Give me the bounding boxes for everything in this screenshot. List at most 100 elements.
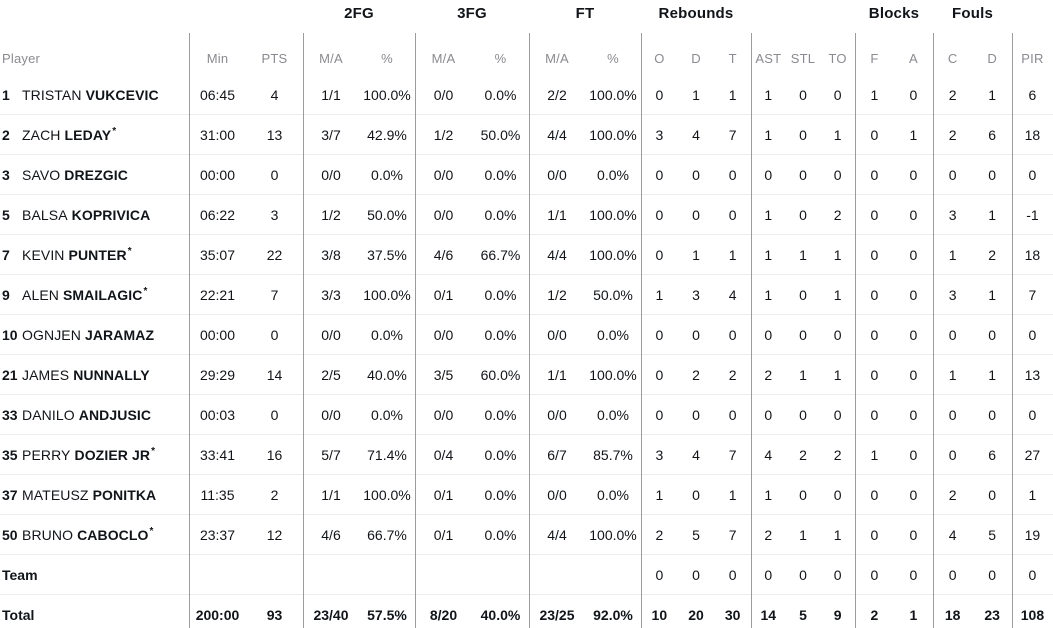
- stat-ast: 0: [764, 406, 773, 423]
- starter-mark: *: [112, 126, 117, 137]
- stat-pir: 6: [1028, 86, 1037, 103]
- col-header-min: Min: [206, 50, 229, 66]
- stat-blk-f: 1: [870, 446, 879, 463]
- player-name-cell[interactable]: 2 ZACH LEDAY*: [0, 127, 189, 143]
- stat-ft-pct: 0.0%: [597, 486, 629, 503]
- stat-pts: 22: [266, 246, 283, 263]
- stat-2fg-ma: 23/40: [313, 606, 349, 623]
- stat-foul-c: 3: [948, 206, 957, 223]
- column-divider: [855, 33, 856, 628]
- stat-3fg-pct: 0.0%: [484, 446, 517, 463]
- stat-foul-c: 2: [948, 86, 957, 103]
- stat-3fg-ma: 0/1: [433, 486, 454, 503]
- stat-pts: 0: [270, 406, 279, 423]
- stat-reb-d: 4: [692, 126, 700, 143]
- stat-min: 22:21: [199, 286, 236, 303]
- stat-blk-f: 0: [870, 246, 879, 263]
- stat-2fg-ma: 1/2: [321, 206, 341, 223]
- player-row: 9 ALEN SMAILAGIC* 22:21 7 3/3 100.0% 0/1 0.0% 1/2…: [0, 275, 1053, 315]
- jersey-number: 5: [2, 206, 10, 223]
- jersey-number: 2: [2, 126, 10, 143]
- stat-pts: 2: [270, 486, 279, 503]
- stat-pir: 13: [1024, 366, 1041, 383]
- stat-reb-t: 1: [728, 86, 737, 103]
- stat-ast: 0: [764, 326, 773, 343]
- stat-reb-o: 3: [655, 446, 664, 463]
- group-header-fouls: Fouls: [952, 5, 993, 22]
- jersey-number: 10: [2, 326, 18, 343]
- stat-to: 0: [833, 566, 842, 583]
- stat-ast: 1: [764, 206, 773, 223]
- stat-min: 200:00: [195, 606, 240, 623]
- player-name-cell[interactable]: 35 PERRY DOZIER JR*: [0, 447, 189, 463]
- stat-ast: 2: [764, 526, 773, 543]
- stat-ft-ma: 1/2: [547, 286, 567, 303]
- stat-min: 00:03: [199, 406, 236, 423]
- stat-ast: 4: [764, 446, 773, 463]
- player-name-cell[interactable]: 5 BALSA KOPRIVICA: [0, 207, 189, 223]
- player-last-name: PONITKA: [92, 486, 157, 503]
- stat-3fg-ma: 0/0: [433, 326, 454, 343]
- column-divider: [303, 33, 304, 628]
- player-last-name: PUNTER: [68, 246, 127, 263]
- player-name-cell[interactable]: 10 OGNJEN JARAMAZ: [0, 327, 189, 343]
- stat-blk-f: 0: [870, 286, 879, 303]
- stat-pts: 93: [266, 606, 283, 623]
- player-last-name: VUKCEVIC: [85, 86, 159, 103]
- stat-3fg-ma: 0/0: [433, 166, 454, 183]
- stat-min: 00:00: [199, 166, 236, 183]
- stat-2fg-pct: 100.0%: [363, 286, 411, 303]
- column-divider: [933, 33, 934, 628]
- stat-reb-o: 0: [655, 206, 664, 223]
- stat-reb-d: 0: [692, 326, 700, 343]
- player-name-cell[interactable]: 50 BRUNO CABOCLO*: [0, 527, 189, 543]
- stat-reb-t: 0: [728, 326, 737, 343]
- starter-mark: *: [127, 246, 132, 257]
- stat-foul-d: 6: [988, 126, 997, 143]
- player-last-name: DREZGIC: [64, 166, 128, 183]
- stat-3fg-pct: 40.0%: [480, 606, 521, 623]
- player-name-cell[interactable]: 1 TRISTAN VUKCEVIC: [0, 87, 189, 103]
- stat-reb-o: 0: [655, 366, 664, 383]
- stat-2fg-ma: 1/1: [321, 86, 341, 103]
- column-header-row: Player Min PTS M/A% M/A% M/A% O D T AST STL TO F A C D P…: [0, 41, 1053, 75]
- stat-min: 35:07: [199, 246, 236, 263]
- player-last-name: KOPRIVICA: [71, 206, 151, 223]
- stat-2fg-pct: 71.4%: [367, 446, 407, 463]
- player-row: 21 JAMES NUNNALLY 29:29 14 2/5 40.0% 3/5 60.0% 1/…: [0, 355, 1053, 395]
- stat-reb-t: 7: [728, 446, 737, 463]
- player-row: 37 MATEUSZ PONITKA 11:35 2 1/1 100.0% 0/1 0.0% 0/…: [0, 475, 1053, 515]
- player-first-name: JAMES: [22, 366, 70, 383]
- stat-3fg-ma: 8/20: [429, 606, 458, 623]
- stat-to: 2: [833, 206, 842, 223]
- stat-3fg-ma: 0/4: [433, 446, 454, 463]
- stat-foul-d: 0: [988, 326, 997, 343]
- stat-min: 06:22: [199, 206, 236, 223]
- stat-ast: 2: [764, 366, 773, 383]
- stat-to: 9: [833, 606, 842, 623]
- player-row: 1 TRISTAN VUKCEVIC 06:45 4 1/1 100.0% 0/0 0.0% 2/…: [0, 75, 1053, 115]
- col-header-stl: STL: [790, 50, 816, 66]
- player-name-cell[interactable]: 21 JAMES NUNNALLY: [0, 367, 189, 383]
- stat-blk-f: 0: [870, 366, 879, 383]
- stat-reb-t: 4: [728, 286, 737, 303]
- stat-reb-d: 1: [692, 86, 700, 103]
- stat-pir: 27: [1024, 446, 1041, 463]
- stat-ft-ma: 4/4: [547, 126, 567, 143]
- stat-reb-t: 7: [728, 526, 737, 543]
- player-name-cell[interactable]: 9 ALEN SMAILAGIC*: [0, 287, 189, 303]
- player-name-cell[interactable]: 33 DANILO ANDJUSIC: [0, 407, 189, 423]
- stat-reb-t: 7: [728, 126, 737, 143]
- stat-pts: 4: [270, 86, 279, 103]
- player-name-cell[interactable]: 3 SAVO DREZGIC: [0, 167, 189, 183]
- stat-stl: 0: [799, 406, 807, 423]
- stat-2fg-pct: 66.7%: [367, 526, 407, 543]
- table-header: 2FG 3FG FT Rebounds Blocks Fouls Player Min PTS…: [0, 0, 1053, 75]
- stat-blk-f: 0: [870, 326, 879, 343]
- col-header-foul-d: D: [987, 50, 997, 66]
- stat-2fg-pct: 100.0%: [363, 486, 411, 503]
- player-name-cell[interactable]: 37 MATEUSZ PONITKA: [0, 487, 189, 503]
- stat-foul-c: 0: [948, 406, 957, 423]
- player-name-cell[interactable]: 7 KEVIN PUNTER*: [0, 247, 189, 263]
- stat-2fg-ma: 0/0: [321, 326, 341, 343]
